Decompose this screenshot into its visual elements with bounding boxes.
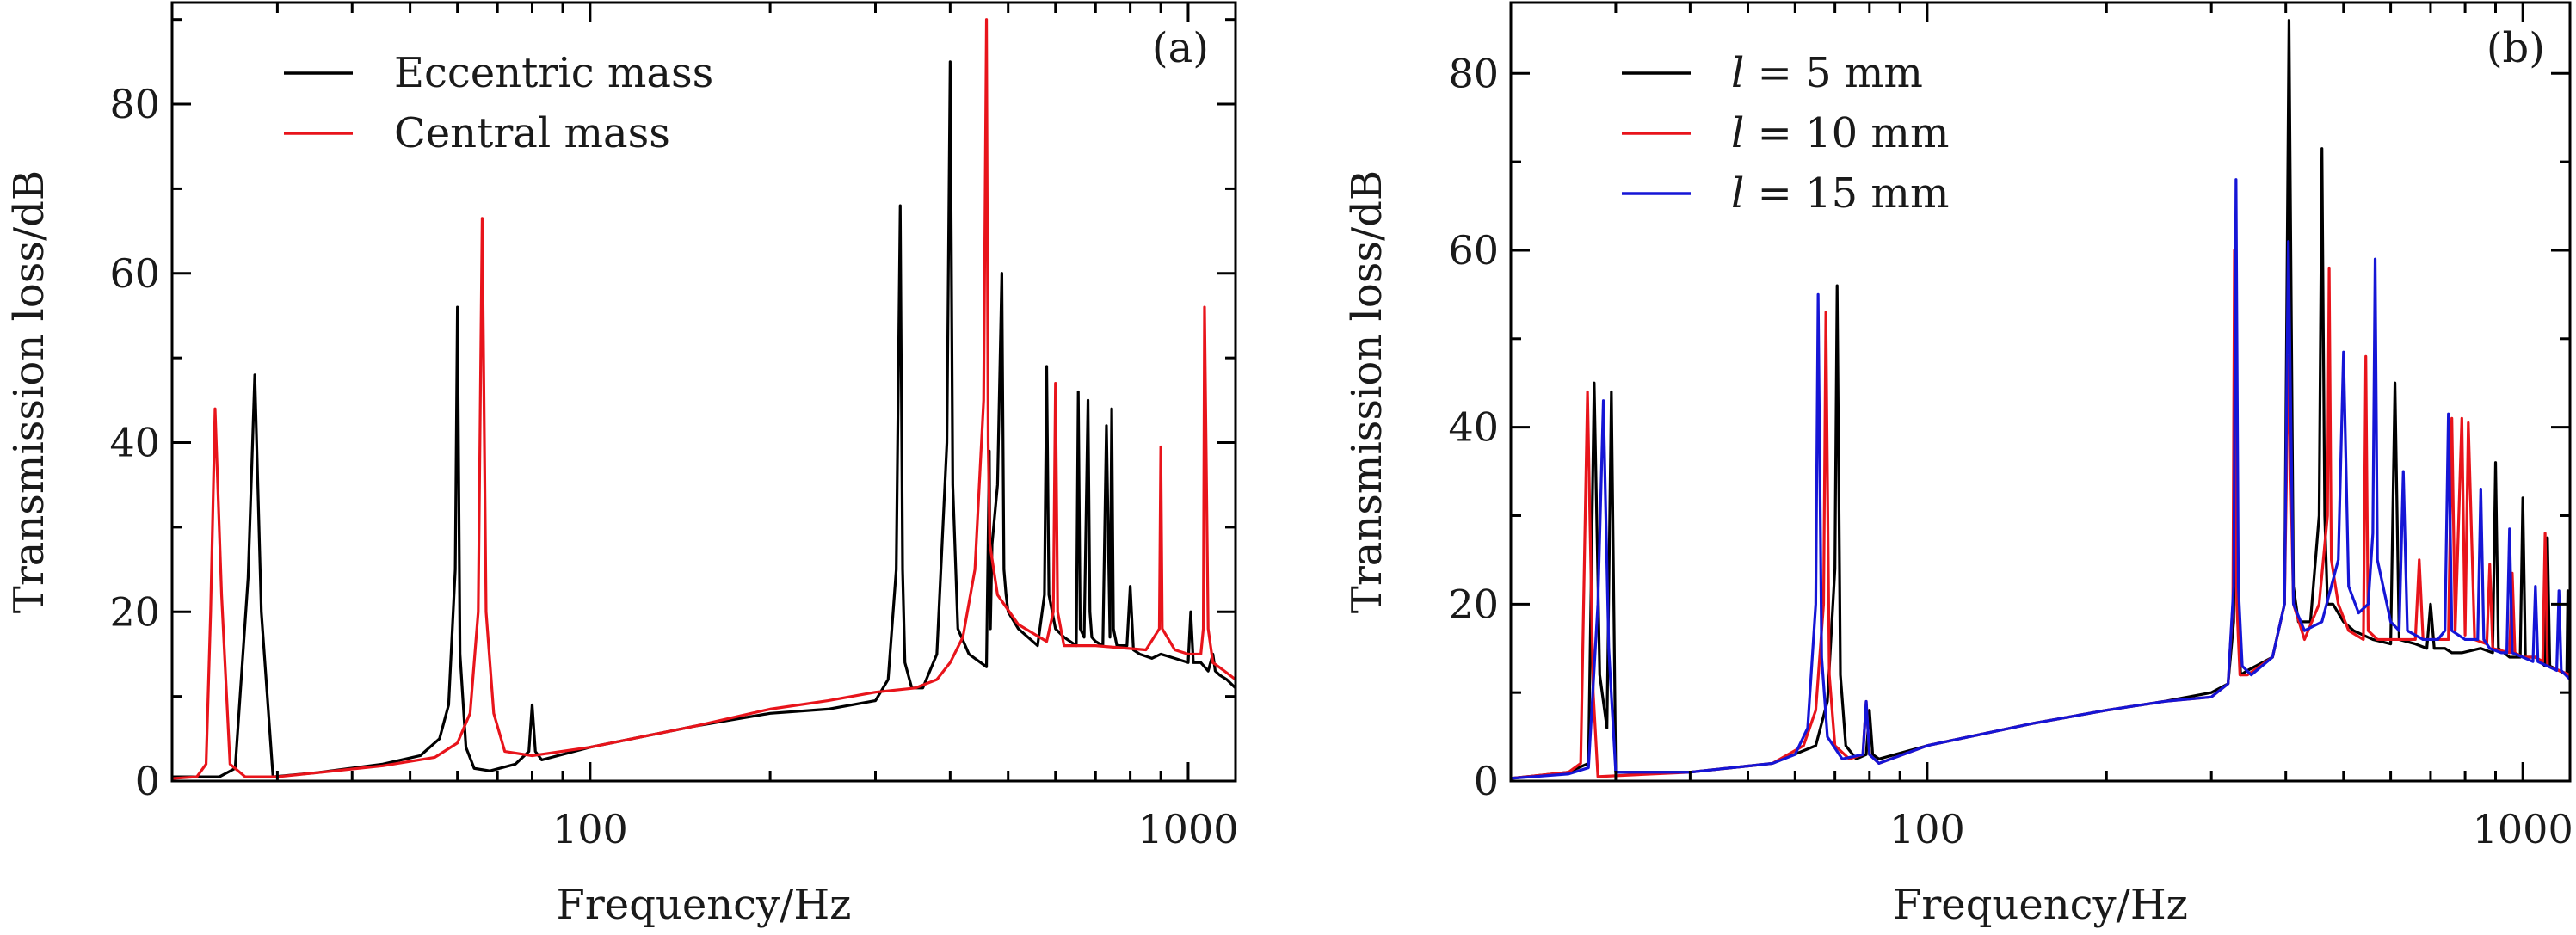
y-tick-label: 20 <box>109 588 160 635</box>
plot-frame <box>1509 1 2572 783</box>
series-line-2 <box>172 18 1236 780</box>
legend-entry-label: Eccentric mass <box>394 49 713 97</box>
series-line-2 <box>1511 249 2570 780</box>
y-tick-label: 20 <box>1448 581 1499 627</box>
y-tick-label: 60 <box>1448 227 1499 274</box>
y-tick-label: 0 <box>1474 758 1499 804</box>
plot-frame <box>170 1 1237 783</box>
legend-entry-label: Central mass <box>394 109 670 157</box>
legend: l = 5 mm l = 10 mm l = 15 mm <box>1622 49 1949 218</box>
x-tick-label: 100 <box>552 806 628 852</box>
x-axis-label: Frequency/Hz <box>557 881 852 929</box>
series-line-1 <box>172 60 1236 778</box>
legend-entry-label: l = 5 mm <box>1731 49 1923 97</box>
y-tick-label: 80 <box>1448 50 1499 96</box>
y-tick-label: 80 <box>109 81 160 127</box>
series-line-3 <box>1511 178 2570 780</box>
legend-entry-label: l = 10 mm <box>1731 109 1949 157</box>
y-axis-label: Transmission loss/dB <box>1343 170 1391 613</box>
legend: Eccentric mass Central mass <box>284 49 713 157</box>
panel-label: (b) <box>2487 24 2545 72</box>
x-tick-label: 1000 <box>2473 806 2573 852</box>
panel-label: (a) <box>1152 24 1209 72</box>
chart-panel-b: 0 20 40 60 80 100 1000 Frequency/Hz Transmission… <box>1343 1 2573 929</box>
chart-panel-a: 0 20 40 60 80 100 1000 Frequency/Hz Transmission… <box>5 1 1238 929</box>
y-tick-label: 40 <box>1448 404 1499 451</box>
y-axis-label: Transmission loss/dB <box>5 170 53 613</box>
y-tick-label: 0 <box>135 758 160 804</box>
x-axis-label: Frequency/Hz <box>1893 881 2188 929</box>
x-tick-label: 1000 <box>1137 806 1238 852</box>
y-tick-label: 60 <box>109 250 160 297</box>
y-tick-label: 40 <box>109 420 160 466</box>
legend-entry-label: l = 15 mm <box>1731 169 1949 218</box>
x-tick-label: 100 <box>1889 806 1965 852</box>
